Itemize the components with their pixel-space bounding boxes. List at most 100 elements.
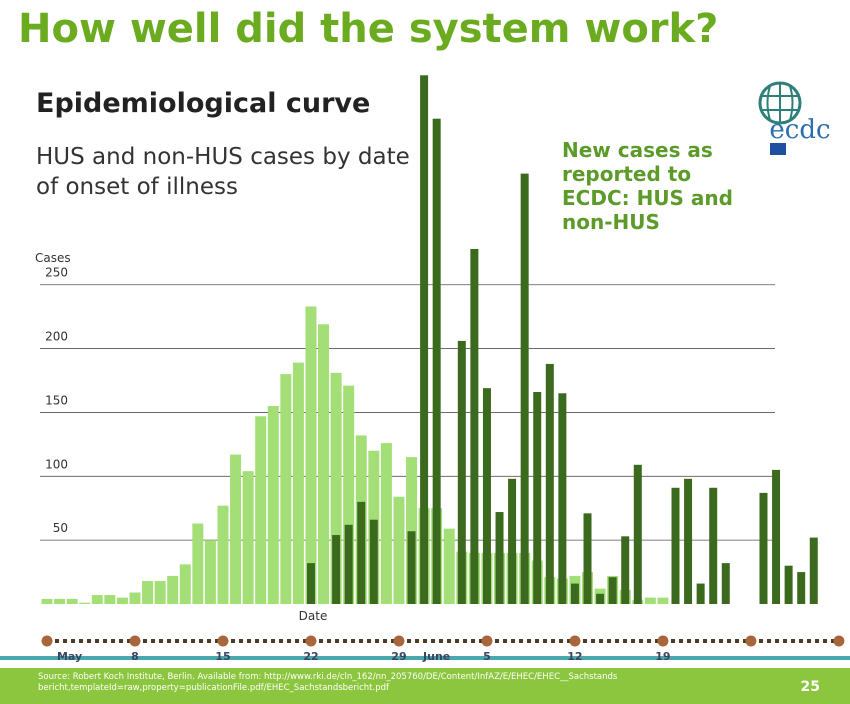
bar [305, 306, 317, 604]
bar [406, 457, 418, 604]
week-marker [745, 635, 757, 647]
bar [608, 577, 617, 604]
bar [671, 487, 680, 604]
bar [482, 388, 491, 604]
bar [167, 575, 179, 604]
bar [583, 513, 592, 604]
week-marker [833, 635, 845, 647]
week-marker [217, 635, 229, 647]
bar [709, 487, 718, 604]
bar [457, 340, 466, 604]
bar [66, 598, 78, 604]
bar [772, 469, 781, 604]
bar [809, 537, 818, 604]
bar [129, 592, 141, 604]
bar [684, 478, 693, 604]
bar [570, 583, 579, 604]
source-note: Source: Robert Koch Institute, Berlin. A… [38, 672, 618, 693]
bar [596, 593, 605, 604]
bar [343, 385, 355, 604]
bar [696, 583, 705, 604]
bar [621, 536, 630, 604]
y-tick-label: 200 [45, 330, 68, 344]
bar [797, 572, 806, 604]
series-annotation: New cases as reported to ECDC: HUS and n… [562, 138, 733, 234]
bar [280, 374, 292, 604]
bar [369, 519, 378, 604]
bar [533, 392, 542, 604]
chart-title: Epidemiological curve [36, 88, 371, 119]
bar [242, 471, 254, 604]
bar [104, 595, 116, 604]
bar [91, 595, 103, 604]
x-tick-label: 22 [303, 650, 318, 663]
week-marker [657, 635, 669, 647]
divider [0, 656, 850, 660]
bar [420, 75, 429, 605]
week-marker [305, 635, 317, 647]
week-marker [393, 635, 405, 647]
bar [318, 324, 330, 604]
bar [142, 581, 154, 604]
bar [495, 512, 504, 604]
x-axis-label: Date [299, 609, 328, 623]
footer-band [0, 668, 850, 704]
bar [357, 501, 366, 604]
y-tick-label: 250 [45, 266, 68, 280]
slide-title: How well did the system work? [18, 6, 719, 52]
bar [721, 563, 730, 604]
bar [558, 393, 567, 604]
bar [520, 173, 529, 605]
bar [154, 581, 166, 604]
logo: ecdc [758, 81, 831, 155]
bar [393, 496, 405, 604]
bar [306, 563, 315, 604]
bar [54, 598, 66, 604]
bar [204, 540, 216, 604]
bar [267, 406, 279, 604]
bar [192, 523, 204, 604]
y-tick-label: 50 [53, 521, 68, 535]
bar [344, 524, 353, 604]
week-marker [481, 635, 493, 647]
y-axis-label: Cases [35, 251, 71, 265]
week-marker [41, 635, 53, 647]
x-tick-label: May [57, 650, 82, 663]
x-tick-label: 12 [567, 650, 582, 663]
bar [657, 597, 669, 604]
page-number: 25 [801, 679, 820, 695]
bar [470, 248, 479, 604]
bar [380, 443, 392, 604]
x-tick-label: 19 [655, 650, 670, 663]
bar [41, 598, 53, 604]
bar [759, 492, 768, 604]
bar [443, 528, 455, 604]
x-tick-label: 15 [215, 650, 230, 663]
bar [644, 597, 656, 604]
bar [217, 505, 229, 604]
bar [179, 564, 191, 604]
chart-subtitle: HUS and non-HUS cases by date of onset o… [36, 144, 410, 200]
bar [784, 565, 793, 604]
y-tick-label: 150 [45, 393, 68, 407]
x-tick-label: 29 [391, 650, 406, 663]
bar [545, 363, 554, 604]
bar [292, 362, 304, 604]
bar [230, 454, 242, 604]
y-tick-label: 100 [45, 457, 68, 471]
bar [79, 602, 91, 604]
x-tick-label: June [422, 650, 450, 663]
week-marker [569, 635, 581, 647]
bar [633, 464, 642, 604]
logo-text: ecdc [769, 115, 830, 145]
bar [255, 416, 267, 604]
bar [432, 118, 441, 604]
week-marker [129, 635, 141, 647]
bar [332, 535, 341, 604]
bar [116, 597, 128, 604]
x-tick-label: 8 [131, 650, 139, 663]
bar [407, 531, 416, 604]
bar [508, 478, 517, 604]
